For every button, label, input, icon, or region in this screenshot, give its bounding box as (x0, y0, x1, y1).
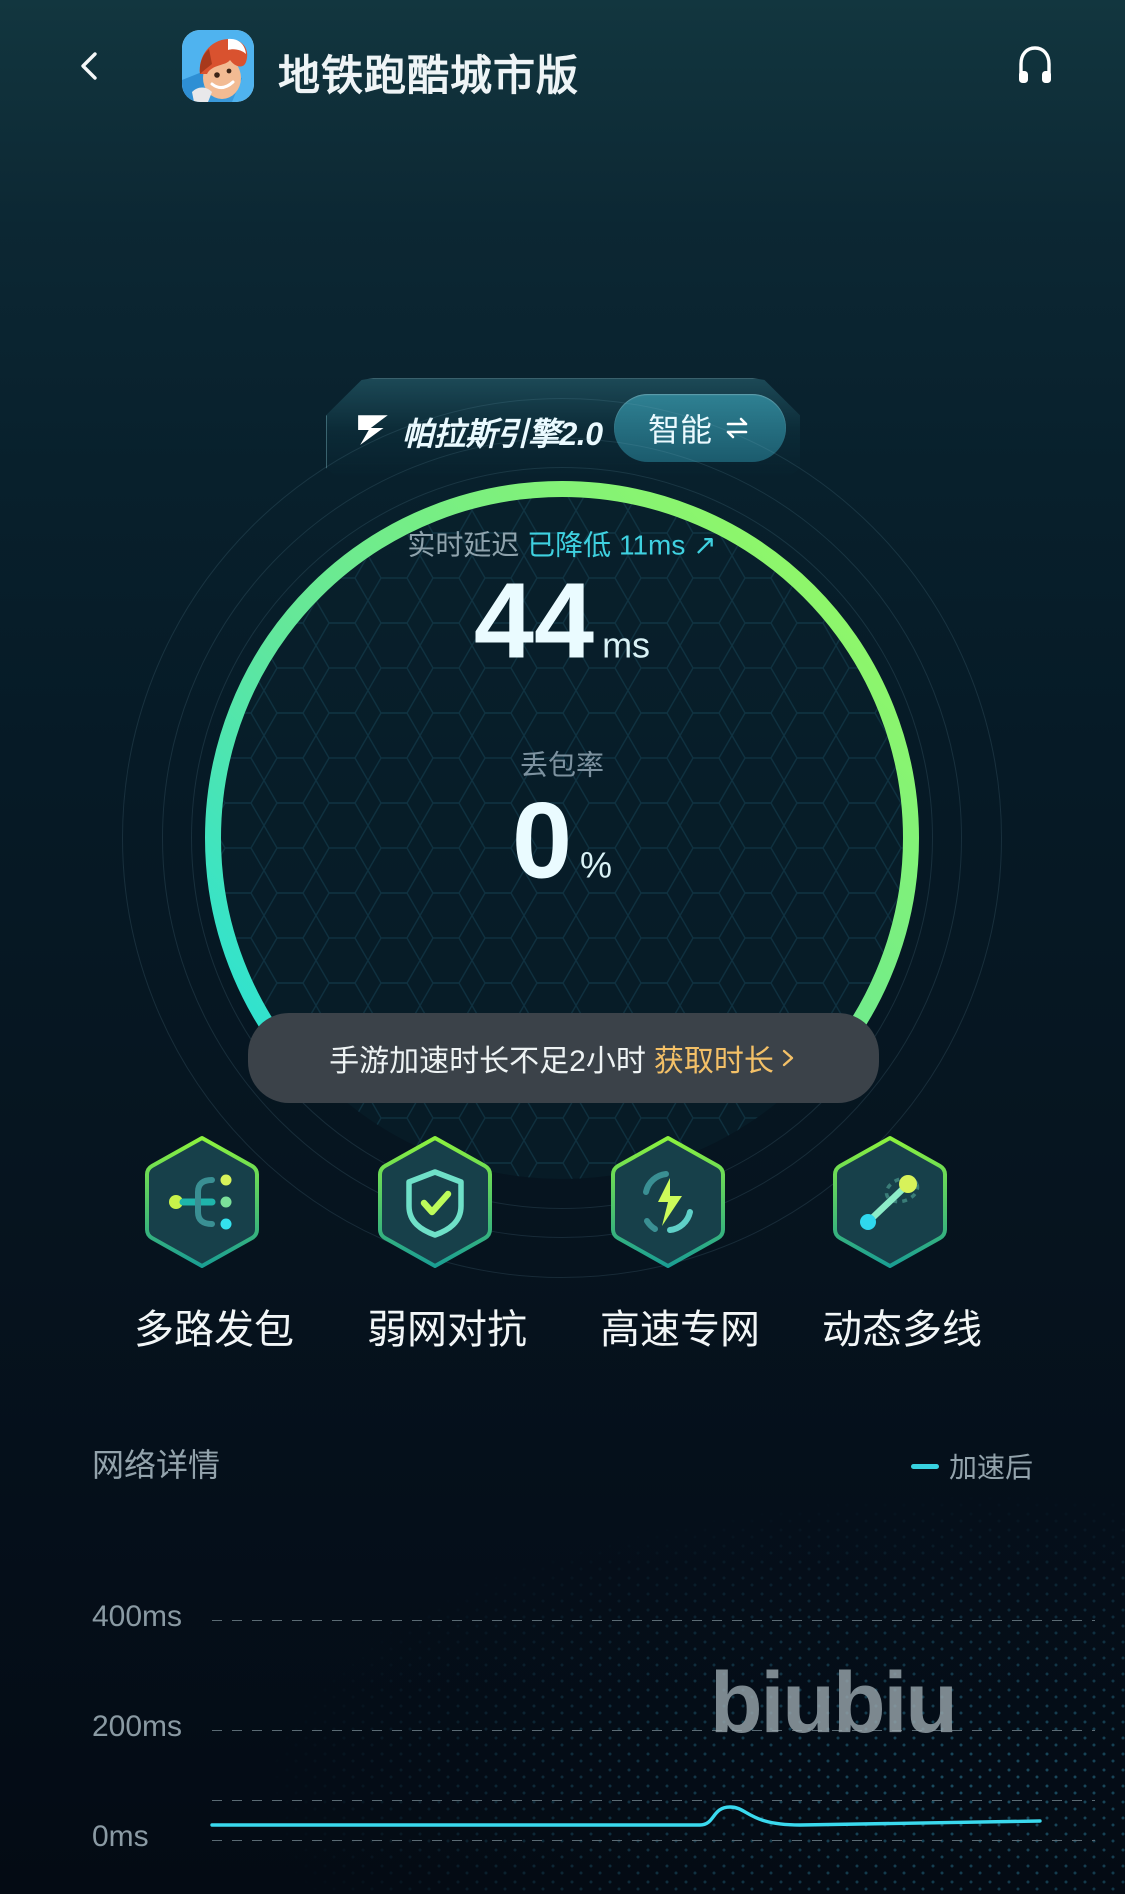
svg-text:biubiu: biubiu (710, 1655, 956, 1749)
